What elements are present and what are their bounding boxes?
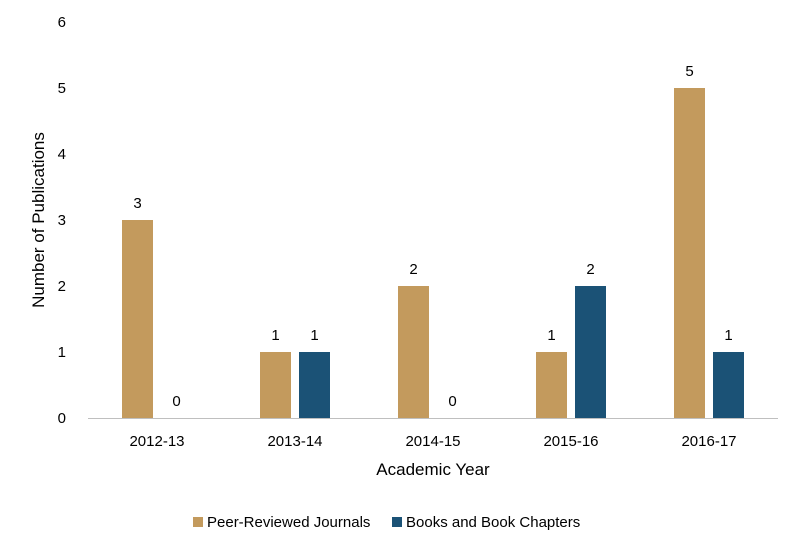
bar [575, 286, 606, 418]
bar [260, 352, 291, 418]
data-label: 0 [448, 393, 456, 410]
legend-swatch [392, 517, 402, 527]
y-tick-label: 4 [58, 146, 66, 163]
x-tick-label: 2013-14 [267, 433, 322, 450]
x-tick-label: 2012-13 [129, 433, 184, 450]
bar [398, 286, 429, 418]
bar [299, 352, 330, 418]
bars: 3 0 1 1 2 0 1 2 5 1 [122, 63, 744, 418]
x-tick-label: 2015-16 [543, 433, 598, 450]
y-tick-label: 5 [58, 80, 66, 97]
bar [713, 352, 744, 418]
y-tick-label: 6 [58, 14, 66, 31]
data-label: 1 [724, 327, 732, 344]
x-axis-title: Academic Year [376, 460, 490, 479]
y-tick-label: 2 [58, 278, 66, 295]
data-label: 1 [547, 327, 555, 344]
y-tick-label: 3 [58, 212, 66, 229]
data-label: 3 [133, 195, 141, 212]
bar [536, 352, 567, 418]
legend-label: Books and Book Chapters [406, 514, 580, 531]
bar [122, 220, 153, 418]
x-tick-label: 2014-15 [405, 433, 460, 450]
legend-swatch [193, 517, 203, 527]
data-label: 1 [271, 327, 279, 344]
y-axis-ticks: 0 1 2 3 4 5 6 [58, 14, 66, 427]
y-axis-title: Number of Publications [29, 132, 48, 308]
data-label: 2 [586, 261, 594, 278]
legend: Peer-Reviewed Journals Books and Book Cha… [193, 514, 580, 531]
data-label: 0 [172, 393, 180, 410]
data-label: 2 [409, 261, 417, 278]
x-tick-label: 2016-17 [681, 433, 736, 450]
data-label: 5 [685, 63, 693, 80]
x-axis-ticks: 2012-13 2013-14 2014-15 2015-16 2016-17 [129, 433, 736, 450]
bar [674, 88, 705, 418]
data-label: 1 [310, 327, 318, 344]
y-tick-label: 0 [58, 410, 66, 427]
legend-label: Peer-Reviewed Journals [207, 514, 370, 531]
y-tick-label: 1 [58, 344, 66, 361]
